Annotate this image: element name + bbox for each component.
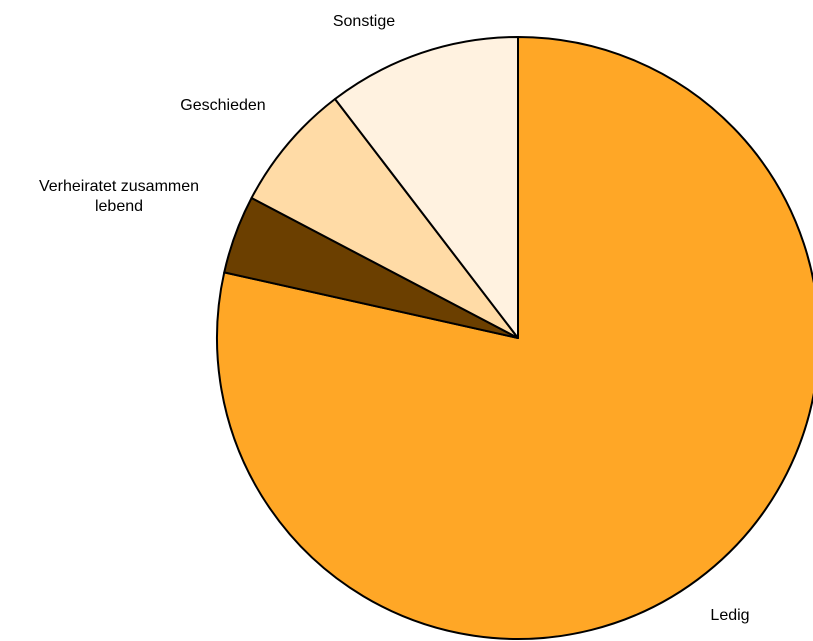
slice-label-line: Verheiratet zusammen bbox=[39, 178, 199, 195]
slice-label-line: Ledig bbox=[710, 607, 749, 624]
slice-label: Geschieden bbox=[180, 97, 265, 114]
pie-slice-geschieden bbox=[250, 98, 519, 339]
slice-label-line: lebend bbox=[95, 198, 143, 215]
slice-label-line: Sonstige bbox=[333, 13, 395, 30]
slice-label: Verheiratet zusammen lebend bbox=[39, 178, 199, 215]
pie-slice-sonstige bbox=[334, 36, 519, 339]
slice-label: Sonstige bbox=[333, 13, 395, 30]
slice-label-line: Geschieden bbox=[180, 97, 265, 114]
pie-labels: Ledig Verheiratet zusammen lebend Geschiede… bbox=[39, 13, 750, 624]
slice-label: Ledig bbox=[710, 607, 749, 624]
pie-slices bbox=[216, 36, 813, 640]
